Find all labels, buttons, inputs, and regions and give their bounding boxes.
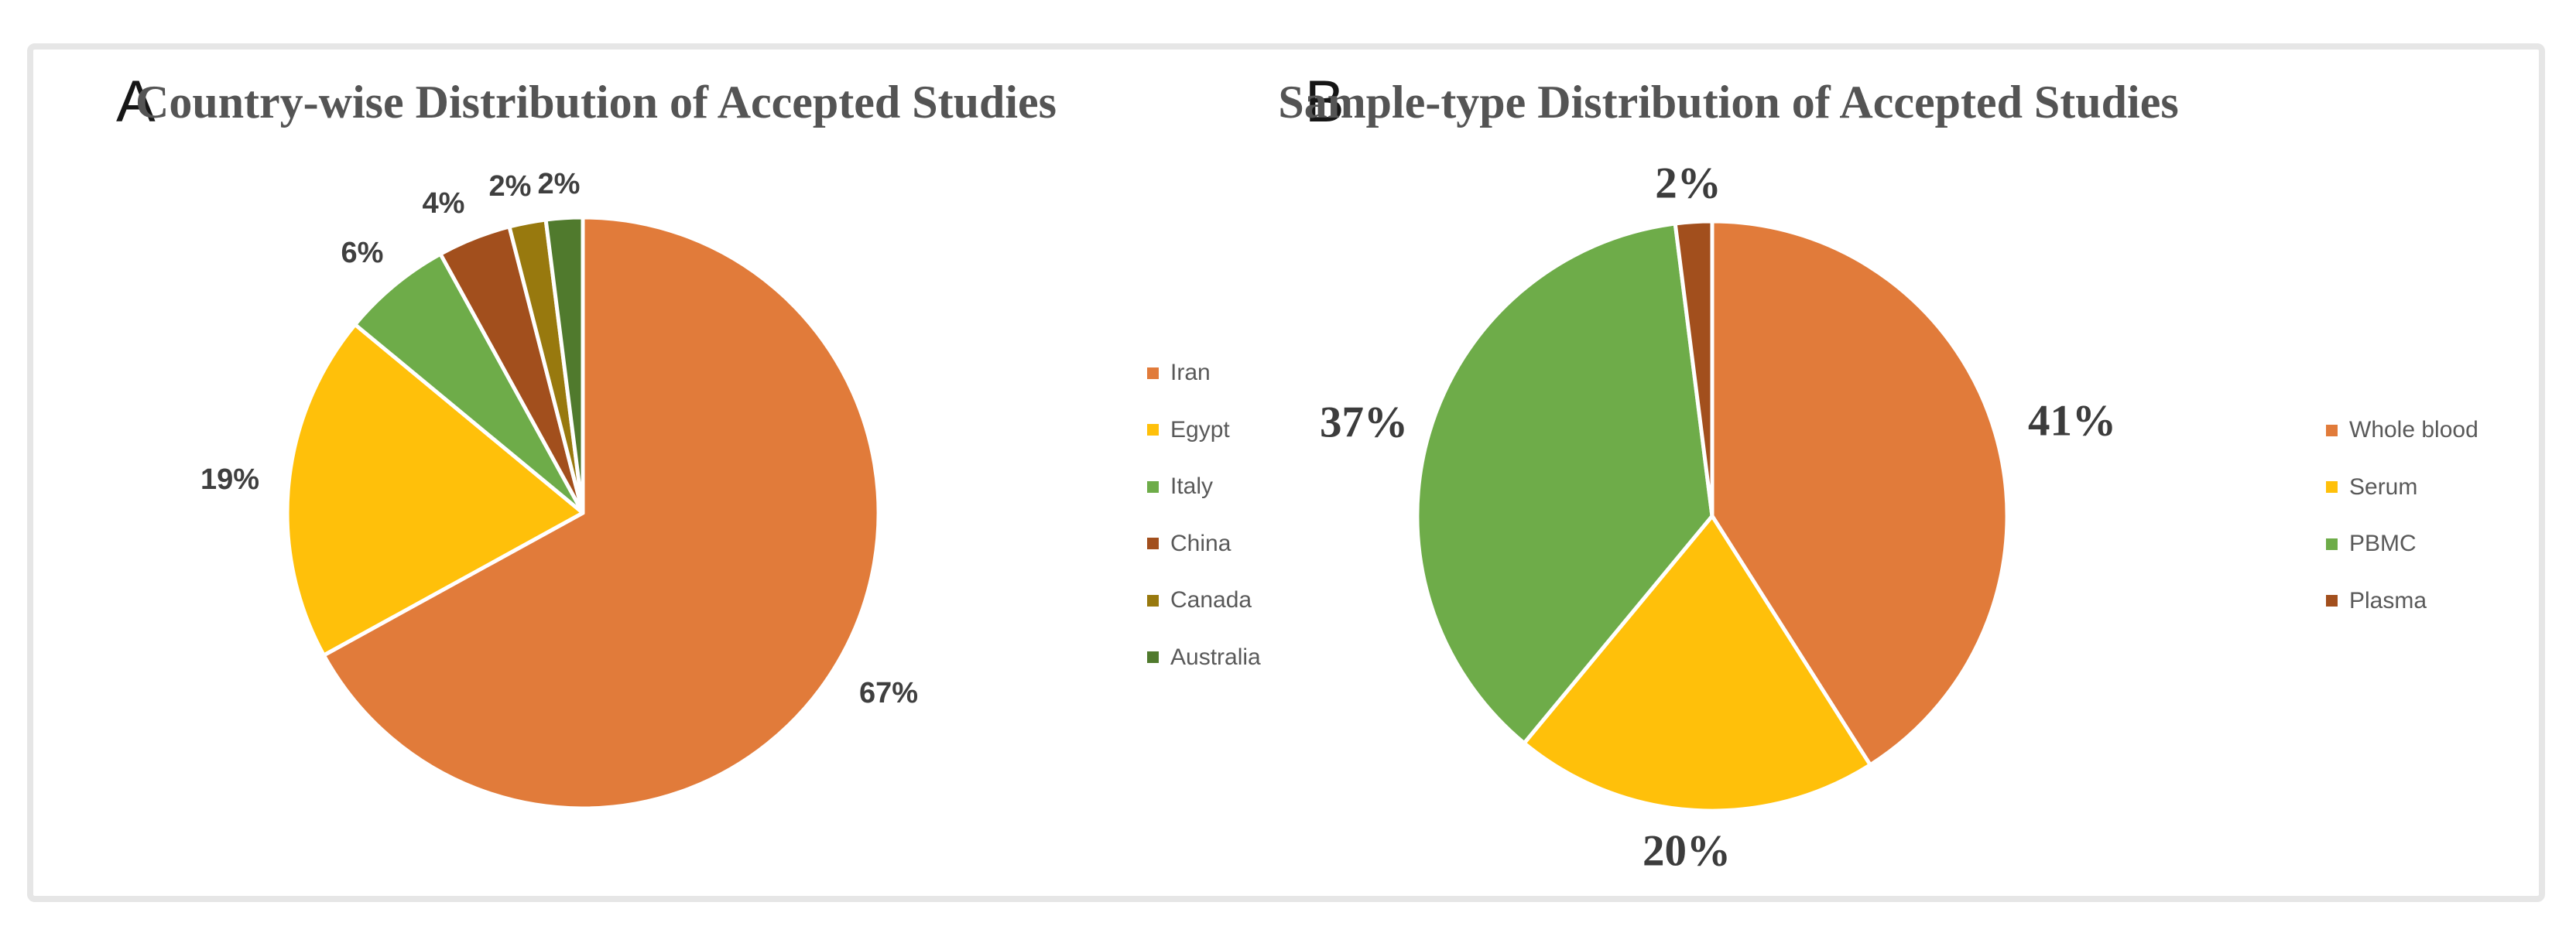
pie-a-slice-iran <box>321 215 881 811</box>
legend-label: Plasma <box>2349 587 2427 613</box>
legend-swatch-icon <box>1147 651 1159 663</box>
pie-b-slice-serum <box>1522 514 1872 813</box>
legend-item: China <box>1147 515 1261 572</box>
legend-item: PBMC <box>2326 515 2478 572</box>
legend-swatch-icon <box>2326 538 2338 550</box>
pie-a-slice-italy <box>353 251 585 515</box>
pie-a-slice-australia <box>543 215 585 515</box>
slice-percent-label: 2% <box>538 168 581 200</box>
legend-label: Serum <box>2349 473 2418 500</box>
slice-percent-label: 67% <box>859 677 918 709</box>
chart-b-title: Sample-type Distribution of Accepted Stu… <box>1278 77 2179 128</box>
pie-b-slice-pbmc <box>1415 221 1714 746</box>
slice-percent-label: 4% <box>423 187 465 220</box>
slice-percent-label: 2% <box>1655 159 1721 208</box>
legend-item: Whole blood <box>2326 402 2478 459</box>
legend-label: Australia <box>1170 644 1261 670</box>
legend-swatch-icon <box>1147 480 1159 493</box>
legend-label: Canada <box>1170 587 1252 613</box>
legend-a: Iran Egypt Italy China Canada Australia <box>1147 344 1261 685</box>
legend-swatch-icon <box>2326 481 2338 493</box>
pie-b-slice-plasma <box>1673 219 1714 518</box>
slice-percent-label: 2% <box>489 170 532 203</box>
legend-item: Iran <box>1147 344 1261 402</box>
legend-item: Canada <box>1147 572 1261 629</box>
legend-item: Italy <box>1147 458 1261 515</box>
panel-label-b: B <box>1305 69 1345 135</box>
legend-swatch-icon <box>2326 595 2338 607</box>
legend-label: Italy <box>1170 473 1214 499</box>
legend-swatch-icon <box>1147 538 1159 549</box>
chart-a-title: Country-wise Distribution of Accepted St… <box>135 77 1057 128</box>
slice-percent-label: 19% <box>200 463 259 496</box>
slice-percent-label: 6% <box>341 237 384 269</box>
legend-item: Serum <box>2326 459 2478 516</box>
legend-item: Plasma <box>2326 572 2478 630</box>
legend-swatch-icon <box>1147 424 1159 436</box>
pie-a-slice-egypt <box>285 323 585 658</box>
legend-label: China <box>1170 530 1231 556</box>
legend-label: Iran <box>1170 360 1211 385</box>
panel-label-a: A <box>116 69 156 135</box>
slice-percent-label: 20% <box>1643 827 1731 876</box>
legend-swatch-icon <box>1147 367 1159 379</box>
legend-b: Whole blood Serum PBMC Plasma <box>2326 402 2478 629</box>
legend-item: Egypt <box>1147 402 1261 459</box>
legend-label: PBMC <box>2349 531 2417 556</box>
legend-label: Whole blood <box>2349 417 2478 443</box>
slice-percent-label: 41% <box>2028 397 2116 446</box>
legend-label: Egypt <box>1170 416 1230 443</box>
legend-item: Australia <box>1147 629 1261 686</box>
legend-swatch-icon <box>1147 594 1159 607</box>
legend-swatch-icon <box>2326 424 2338 436</box>
slice-percent-label: 37% <box>1320 398 1408 447</box>
